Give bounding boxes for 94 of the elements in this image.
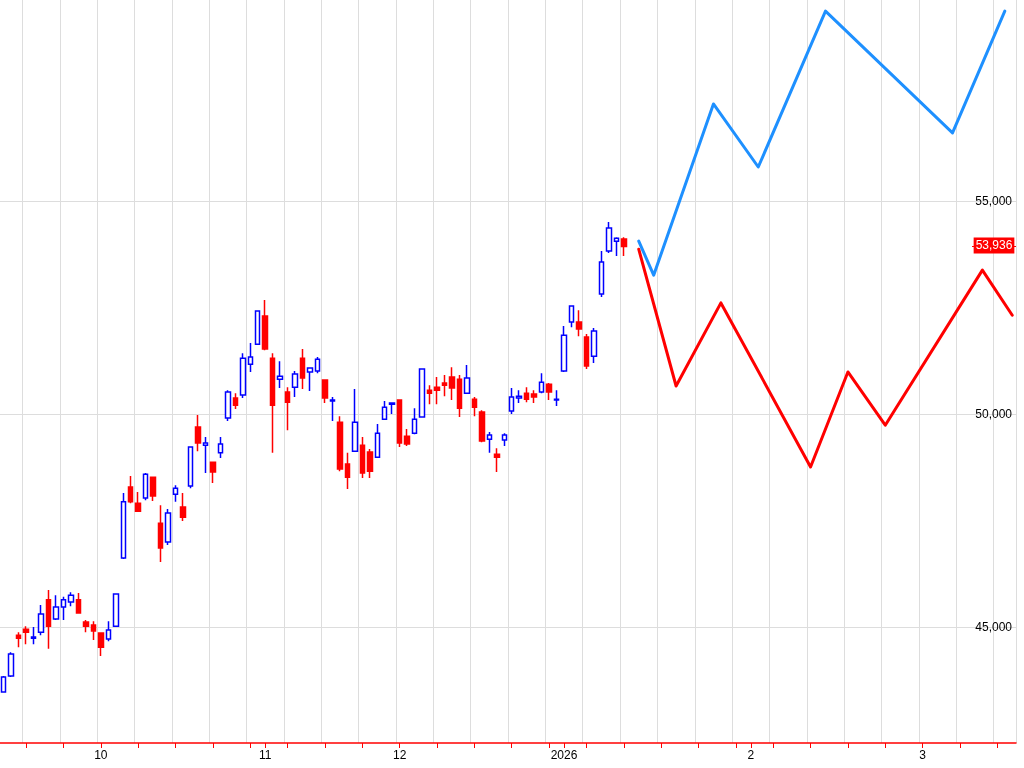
candlestick xyxy=(75,592,82,614)
x-tick-label: 10 xyxy=(94,748,108,762)
candlestick xyxy=(613,236,620,257)
candlestick xyxy=(52,594,60,621)
candlestick xyxy=(366,448,374,479)
candlestick xyxy=(254,310,261,345)
candlestick xyxy=(456,374,463,418)
candlestick xyxy=(179,492,187,522)
candlestick xyxy=(209,461,217,484)
candlestick xyxy=(605,221,613,254)
candlestick xyxy=(321,379,329,404)
candlestick xyxy=(344,452,351,490)
candlestick xyxy=(284,386,291,432)
candlestick xyxy=(433,376,441,406)
candlestick xyxy=(351,388,359,453)
candlestick xyxy=(411,407,418,435)
candlestick xyxy=(142,472,149,501)
candlestick xyxy=(299,348,306,390)
candlestick xyxy=(530,389,538,404)
ref-line-label: 53,936 xyxy=(975,238,1013,253)
candlestick xyxy=(127,475,134,504)
candlestick xyxy=(15,631,22,648)
candlestick xyxy=(7,651,15,678)
candlestick xyxy=(37,604,45,636)
candlestick xyxy=(82,619,90,633)
candlestick xyxy=(396,399,403,448)
candlestick xyxy=(501,432,508,447)
candlestick xyxy=(515,389,523,404)
candlestick xyxy=(568,305,575,328)
candlestick xyxy=(575,309,583,337)
candlestick xyxy=(232,392,239,410)
candlestick xyxy=(157,504,164,563)
candlestick xyxy=(134,491,142,512)
candlestick xyxy=(164,508,172,546)
candlestick xyxy=(269,352,276,454)
candlestick xyxy=(583,333,590,370)
candlestick xyxy=(493,447,501,473)
y-tick-label: 55,000 xyxy=(975,194,1013,209)
candlestick xyxy=(0,675,7,693)
candlestick xyxy=(523,386,530,403)
candlestick xyxy=(418,368,426,418)
candlestick xyxy=(45,589,52,650)
candlestick xyxy=(426,384,433,406)
candlestick xyxy=(388,402,396,415)
candlestick xyxy=(112,593,120,628)
candlestick xyxy=(172,484,179,503)
candlestick xyxy=(620,236,628,257)
candlestick xyxy=(120,492,127,560)
candlestick xyxy=(374,423,381,459)
x-tick-label: 3 xyxy=(919,748,927,762)
candlestick xyxy=(314,356,321,374)
candlestick xyxy=(553,389,560,407)
y-tick-label: 45,000 xyxy=(975,620,1013,635)
candlestick xyxy=(545,382,553,401)
y-tick-label: 50,000 xyxy=(975,407,1013,422)
candlestick xyxy=(261,299,269,351)
candlestick xyxy=(217,436,224,459)
x-tick-label: 2 xyxy=(747,748,755,762)
x-tick-label: 12 xyxy=(393,748,407,762)
x-tick-label: 11 xyxy=(258,748,272,762)
candlestick xyxy=(598,250,605,298)
x-tick-label: 2026 xyxy=(550,748,578,762)
candlestick xyxy=(590,327,598,364)
candlestick xyxy=(202,436,209,474)
candlestick xyxy=(381,400,388,421)
candlestick xyxy=(403,428,411,447)
candlestick xyxy=(448,366,456,401)
candlestick xyxy=(187,446,194,489)
candlestick xyxy=(239,352,247,399)
candlestick xyxy=(247,342,254,373)
candlestick xyxy=(276,360,284,389)
candlestick xyxy=(471,396,478,417)
candlestick xyxy=(30,626,37,645)
candlestick xyxy=(149,476,157,502)
candlestick xyxy=(359,436,366,479)
candlestick xyxy=(291,370,299,398)
candlestick xyxy=(478,409,486,443)
candlestick xyxy=(60,596,67,621)
candlestick xyxy=(486,431,493,454)
candlestick xyxy=(463,364,471,395)
candlestick xyxy=(224,389,232,422)
candlestick xyxy=(336,415,344,472)
candlestick xyxy=(194,414,202,452)
candlestick xyxy=(538,372,545,394)
candlestick xyxy=(329,396,336,422)
candlestick xyxy=(22,625,30,645)
candlestick xyxy=(105,620,112,642)
candlestick xyxy=(306,366,314,392)
candlestick xyxy=(97,632,105,657)
candlestick xyxy=(560,325,568,373)
candlestick xyxy=(67,591,75,607)
candlestick xyxy=(90,620,97,641)
candlestick xyxy=(441,374,448,397)
candlestick xyxy=(508,387,515,415)
